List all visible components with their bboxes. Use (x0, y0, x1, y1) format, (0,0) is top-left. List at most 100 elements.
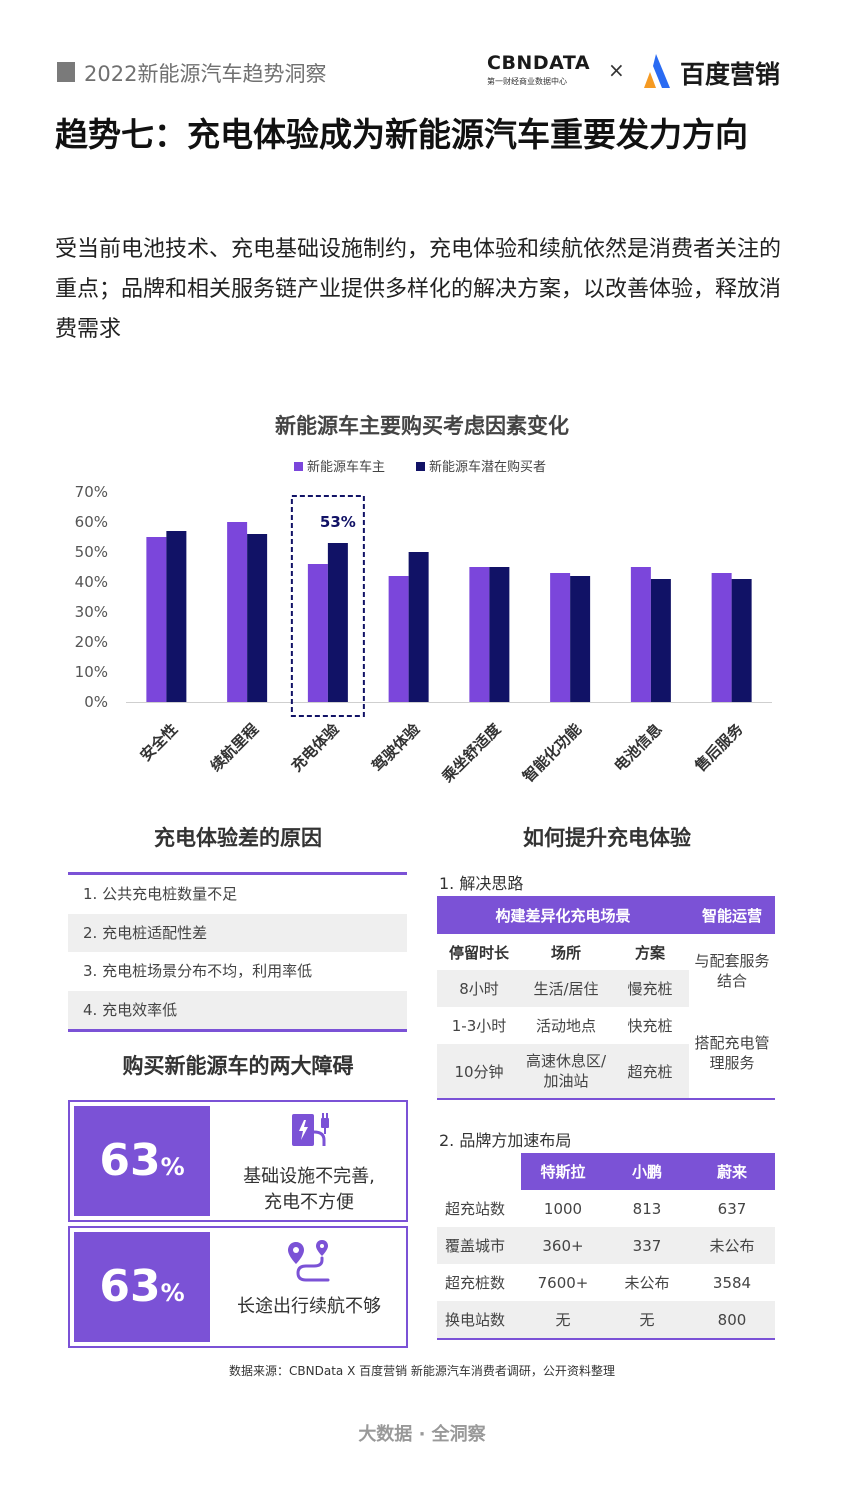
x-tick-label: 电池信息 (611, 720, 666, 775)
brand-row: 超充桩数 7600+ 未公布 3584 (437, 1264, 775, 1301)
brand-label: 2. 品牌方加速布局 (439, 1131, 572, 1150)
legend-label: 新能源车车主 (307, 459, 385, 475)
solution-row: 1-3小时 活动地点 快充桩 搭配充电管理服务 (437, 1007, 775, 1072)
solution-header-left: 构建差异化充电场景 (437, 896, 689, 934)
barrier-text-line: 基础设施不完善, (243, 1166, 375, 1187)
barrier-text: 基础设施不完善, 充电不方便 (212, 1164, 406, 1216)
brand-cell: 7600+ (537, 1273, 589, 1292)
chart-title: 新能源车主要购买考虑因素变化 (275, 414, 569, 438)
charging-station-icon (288, 1110, 336, 1154)
barrier-text-line: 长途出行续航不够 (237, 1296, 381, 1317)
reason-item: 3. 充电桩场景分布不均，利用率低 (83, 962, 313, 980)
report-title: 2022新能源汽车趋势洞察 (84, 62, 327, 86)
x-tick-label: 驾驶体验 (368, 719, 424, 775)
brand-cell: 未公布 (624, 1274, 670, 1292)
bar (307, 564, 328, 702)
brand-cell: 813 (632, 1199, 662, 1218)
y-tick-label: 50% (75, 543, 108, 561)
bar (227, 522, 248, 702)
footer-slogan: 大数据 · 全洞察 (358, 1424, 486, 1445)
bar (388, 576, 409, 702)
barrier-text: 长途出行续航不够 (212, 1294, 406, 1320)
route-pin-icon (286, 1238, 336, 1288)
brand-cell: 无 (605, 1301, 689, 1339)
bar (489, 567, 510, 702)
barrier-value: 63 (99, 1135, 161, 1186)
data-source-note: 数据来源：CBNData X 百度营销 新能源汽车消费者调研，公开资料整理 (229, 1364, 615, 1378)
x-tick-label: 安全性 (137, 720, 182, 765)
solution-cell: 快充桩 (627, 1017, 673, 1035)
solution-cell: 慢充桩 (611, 970, 689, 1007)
improve-title: 如何提升充电体验 (523, 826, 691, 850)
page-subtitle: 受当前电池技术、充电基础设施制约，充电体验和续航依然是消费者关注的重点；品牌和相… (55, 237, 782, 342)
x-tick-label: 续航里程 (207, 720, 262, 775)
solution-cell: 8小时 (437, 970, 521, 1007)
barrier-percentage: 63% (74, 1106, 210, 1216)
solution-row: 8小时 生活/居住 慢充桩 (437, 970, 775, 1007)
solution-row: 10分钟 高速休息区/加油站 超充桩 (437, 1044, 775, 1099)
highlight-box (290, 495, 365, 717)
barrier-text-line: 充电不方便 (264, 1192, 354, 1213)
header-square-marker (57, 62, 75, 82)
solution-col-header: 场所 (550, 943, 581, 962)
barriers-title: 购买新能源车的两大障碍 (122, 1054, 354, 1078)
brand-row-label: 换电站数 (437, 1301, 521, 1339)
barrier-card: 63% 基础设施不完善, 充电不方便 (68, 1100, 408, 1222)
brand-col-header: 蔚来 (689, 1153, 775, 1190)
reason-item: 4. 充电效率低 (68, 990, 407, 1029)
purchase-factors-bar-chart: 新能源车车主 新能源车潜在购买者 70% 60% 50% 40% 30% 20% 10% 0% 安全… (75, 459, 772, 787)
y-tick-label: 10% (75, 663, 108, 681)
y-tick-label: 0% (84, 693, 108, 711)
solution-side-note: 与配套服务结合 (694, 951, 770, 990)
baidu-marketing-logo-text: 百度营销 (680, 60, 781, 89)
brand-cell: 337 (605, 1227, 689, 1264)
brand-row: 超充站数 1000 813 637 (437, 1190, 775, 1227)
solution-cell: 活动地点 (535, 1017, 596, 1035)
brand-cell: 800 (689, 1301, 775, 1339)
brand-col-header: 小鹏 (605, 1153, 689, 1190)
cbndata-logo-subtitle: 第一财经商业数据中心 (487, 77, 567, 86)
legend-swatch (294, 462, 303, 471)
barrier-unit: % (160, 1279, 185, 1307)
brand-cell: 未公布 (689, 1227, 775, 1264)
solution-cell: 1-3小时 (451, 1017, 507, 1035)
bar (247, 534, 268, 702)
highlight-data-label: 53% (320, 513, 356, 531)
brand-corner-cell (437, 1153, 521, 1190)
x-tick-label: 乘坐舒适度 (438, 719, 505, 786)
solution-table: 构建差异化充电场景 智能运营 停留时长 场所 方案 与配套服务结合 8小时 生活… (437, 896, 775, 1100)
cbndata-logo-text: CBNDATA (487, 52, 591, 74)
y-tick-label: 60% (75, 513, 108, 531)
page-title: 趋势七：充电体验成为新能源汽车重要发力方向 (55, 115, 748, 154)
brand-table: 特斯拉 小鹏 蔚来 超充站数 1000 813 637 覆盖城市 360+ 33… (437, 1153, 775, 1340)
baidu-marketing-logo-icon (644, 54, 670, 88)
brand-cell: 637 (717, 1199, 747, 1218)
bar (570, 576, 591, 702)
barrier-unit: % (160, 1153, 185, 1181)
x-tick-label: 充电体验 (288, 719, 344, 775)
bar (146, 537, 167, 702)
bar (327, 543, 348, 702)
brand-cell: 360+ (521, 1227, 605, 1264)
y-tick-label: 70% (75, 483, 108, 501)
brand-cell: 3584 (712, 1273, 752, 1292)
bar (650, 579, 671, 702)
cbndata-logo: CBNDATA 第一财经商业数据中心 (487, 52, 601, 92)
solution-col-header: 停留时长 (448, 943, 509, 962)
solution-cell: 高速休息区/加油站 (521, 1044, 611, 1099)
times-symbol: × (608, 58, 625, 82)
x-tick-label: 售后服务 (691, 719, 747, 775)
solution-cell: 超充桩 (611, 1044, 689, 1099)
bar (711, 573, 732, 702)
solution-side-note: 搭配充电管理服务 (694, 1033, 770, 1072)
x-tick-label: 智能化功能 (519, 720, 585, 786)
bar (731, 579, 752, 702)
solution-label: 1. 解决思路 (439, 874, 524, 893)
brand-row-label: 覆盖城市 (437, 1227, 521, 1264)
reasons-list: 1. 公共充电桩数量不足 2. 充电桩适配性差 3. 充电桩场景分布不均，利用率… (68, 872, 407, 1032)
reason-item: 1. 公共充电桩数量不足 (83, 885, 238, 903)
brand-row: 覆盖城市 360+ 337 未公布 (437, 1227, 775, 1264)
reason-item: 2. 充电桩适配性差 (68, 913, 407, 952)
brand-col-header: 特斯拉 (521, 1153, 605, 1190)
brand-cell: 无 (521, 1301, 605, 1339)
